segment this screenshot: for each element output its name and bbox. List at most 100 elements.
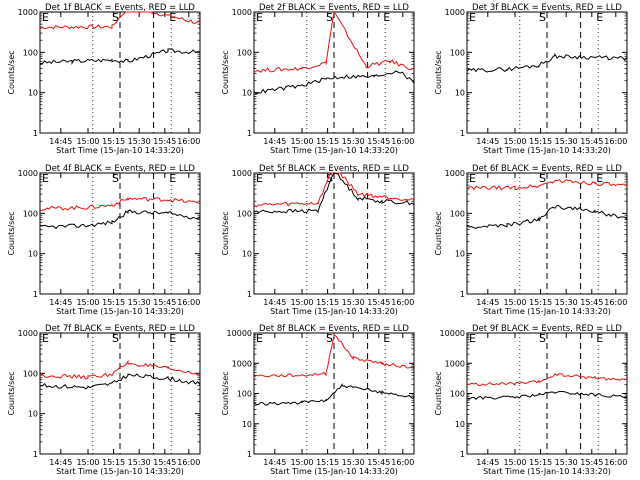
x-tick-label: 15:15 xyxy=(529,458,552,467)
x-tick-label: 15:00 xyxy=(503,137,526,146)
x-tick-label: 16:00 xyxy=(391,137,414,146)
marker-e-left: E xyxy=(469,332,476,345)
y-tick-label: 10 xyxy=(28,410,38,419)
y-tick-label: 1 xyxy=(460,450,465,459)
series-line-red xyxy=(253,10,415,74)
series-line-red xyxy=(39,359,201,380)
plot-title: Det 4f BLACK = Events, RED = LLD xyxy=(45,164,195,174)
y-tick-label: 1000 xyxy=(445,8,465,17)
series-line-black xyxy=(466,204,628,229)
x-tick-label: 15:00 xyxy=(503,458,526,467)
series-line-black xyxy=(39,209,201,230)
x-tick-label: 15:00 xyxy=(290,298,313,307)
y-axis-label: Counts/sec xyxy=(7,371,16,415)
plot-title: Det 9f BLACK = Events, RED = LLD xyxy=(472,324,622,334)
series-line-red xyxy=(39,197,201,212)
x-tick-label: 15:45 xyxy=(153,458,176,467)
x-tick-label: 14:45 xyxy=(49,137,72,146)
series-line-black xyxy=(253,172,415,214)
x-tick-label: 15:15 xyxy=(529,137,552,146)
x-tick-label: 16:00 xyxy=(177,458,200,467)
x-tick-label: 16:00 xyxy=(604,137,627,146)
x-tick-label: 14:45 xyxy=(476,137,499,146)
x-tick-label: 15:45 xyxy=(580,137,603,146)
x-tick-label: 14:45 xyxy=(263,458,286,467)
x-tick-label: 14:45 xyxy=(476,298,499,307)
y-tick-label: 1 xyxy=(33,450,38,459)
y-tick-label: 1 xyxy=(33,129,38,138)
y-axis-label: Counts/sec xyxy=(434,50,443,94)
marker-e-left: E xyxy=(469,11,476,24)
y-tick-label: 1000 xyxy=(445,169,465,178)
series-line-red xyxy=(253,333,415,378)
x-tick-label: 15:45 xyxy=(580,298,603,307)
x-tick-label: 14:45 xyxy=(263,298,286,307)
series-line-red xyxy=(466,178,628,191)
y-tick-label: 1000 xyxy=(232,359,252,368)
y-axis-label: Counts/sec xyxy=(434,211,443,255)
x-tick-label: 15:00 xyxy=(76,298,99,307)
x-axis-label: Start Time (15-Jan-10 14:33:20) xyxy=(270,467,398,476)
marker-s: S xyxy=(112,332,119,345)
series-line-black xyxy=(253,382,415,406)
marker-e-left: E xyxy=(256,11,263,24)
marker-e-left: E xyxy=(256,332,263,345)
plot-title: Det 3f BLACK = Events, RED = LLD xyxy=(472,3,622,13)
marker-e-right: E xyxy=(596,172,603,185)
y-axis-label: Counts/sec xyxy=(221,211,230,255)
y-tick-label: 10 xyxy=(455,250,465,259)
x-tick-label: 15:45 xyxy=(153,137,176,146)
x-tick-label: 15:00 xyxy=(503,298,526,307)
y-tick-label: 10 xyxy=(455,89,465,98)
x-tick-label: 15:45 xyxy=(367,298,390,307)
marker-s: S xyxy=(539,332,546,345)
marker-e-right: E xyxy=(169,172,176,185)
x-tick-label: 15:45 xyxy=(367,137,390,146)
series-line-black xyxy=(39,48,201,65)
x-tick-label: 15:45 xyxy=(580,458,603,467)
y-tick-label: 1000 xyxy=(18,8,38,17)
series-line-black xyxy=(253,70,415,95)
y-tick-label: 100 xyxy=(450,209,465,218)
marker-s: S xyxy=(326,332,333,345)
y-tick-label: 1 xyxy=(460,129,465,138)
y-tick-label: 10 xyxy=(242,89,252,98)
y-tick-label: 1 xyxy=(247,129,252,138)
y-tick-label: 100 xyxy=(450,48,465,57)
marker-s: S xyxy=(112,172,119,185)
x-tick-label: 16:00 xyxy=(391,458,414,467)
x-tick-label: 15:30 xyxy=(555,458,578,467)
y-tick-label: 1000 xyxy=(18,329,38,338)
y-tick-label: 100 xyxy=(23,48,38,57)
x-tick-label: 15:00 xyxy=(290,458,313,467)
x-tick-label: 15:30 xyxy=(128,137,151,146)
x-axis-label: Start Time (15-Jan-10 14:33:20) xyxy=(270,307,398,316)
y-tick-label: 10 xyxy=(242,420,252,429)
x-tick-label: 15:15 xyxy=(316,137,339,146)
x-tick-label: 16:00 xyxy=(604,298,627,307)
x-axis-label: Start Time (15-Jan-10 14:33:20) xyxy=(483,307,611,316)
x-tick-label: 15:30 xyxy=(342,137,365,146)
x-tick-label: 14:45 xyxy=(476,458,499,467)
y-tick-label: 100 xyxy=(23,209,38,218)
marker-e-right: E xyxy=(169,332,176,345)
x-tick-label: 15:30 xyxy=(555,137,578,146)
marker-s: S xyxy=(326,11,333,24)
plot-title: Det 7f BLACK = Events, RED = LLD xyxy=(45,324,195,334)
x-tick-label: 15:15 xyxy=(102,137,125,146)
y-tick-label: 1 xyxy=(33,290,38,299)
x-tick-label: 14:45 xyxy=(49,458,72,467)
marker-e-right: E xyxy=(596,11,603,24)
x-tick-label: 16:00 xyxy=(391,298,414,307)
y-tick-label: 100 xyxy=(237,48,252,57)
x-tick-label: 16:00 xyxy=(177,137,200,146)
x-tick-label: 14:45 xyxy=(263,137,286,146)
x-tick-label: 14:45 xyxy=(49,298,72,307)
x-tick-label: 15:15 xyxy=(529,298,552,307)
y-tick-label: 1000 xyxy=(232,169,252,178)
series-line-red xyxy=(39,11,201,30)
x-axis-label: Start Time (15-Jan-10 14:33:20) xyxy=(56,467,184,476)
